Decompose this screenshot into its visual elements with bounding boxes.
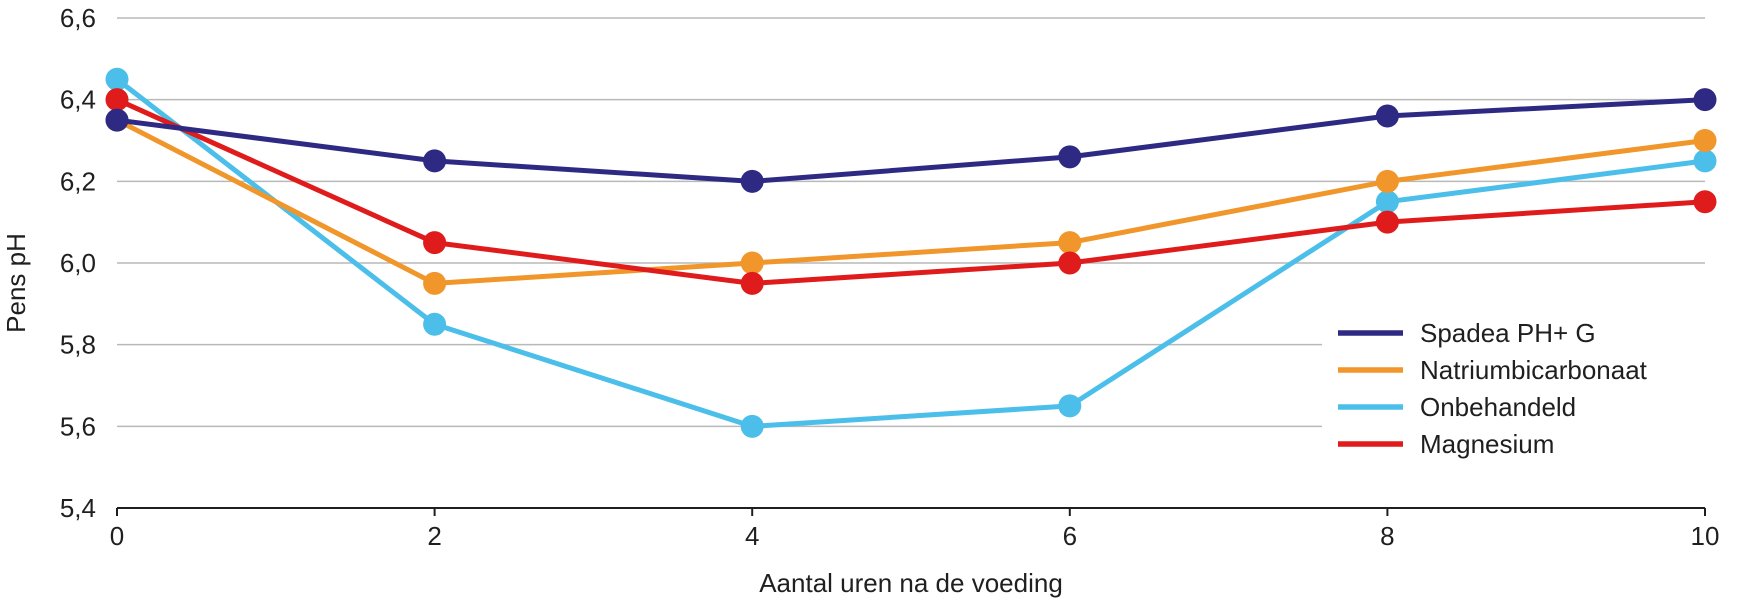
data-point (1375, 190, 1399, 214)
x-tick-label: 4 (745, 521, 759, 551)
legend-label: Magnesium (1420, 429, 1554, 459)
data-point (1375, 104, 1399, 128)
data-point (740, 414, 764, 438)
x-tick-label: 6 (1063, 521, 1077, 551)
legend: Spadea PH+ G Natriumbicarbonaat Onbehandel… (1322, 308, 1710, 466)
data-point (1693, 149, 1717, 173)
data-point (1058, 394, 1082, 418)
data-point (740, 169, 764, 193)
y-tick-label: 6,0 (60, 248, 96, 278)
x-tick-label: 8 (1380, 521, 1394, 551)
data-point (423, 312, 447, 336)
x-tick-label: 2 (427, 521, 441, 551)
series-spadea-ph-g (105, 88, 1717, 193)
x-axis-title: Aantal uren na de voeding (759, 568, 1063, 598)
data-point (740, 271, 764, 295)
series-line (116, 97, 1706, 184)
y-tick-label: 6,2 (60, 166, 96, 196)
x-tick-label: 10 (1691, 521, 1720, 551)
y-tick-label: 6,6 (60, 3, 96, 33)
legend-label: Spadea PH+ G (1420, 318, 1596, 348)
data-point (1693, 88, 1717, 112)
data-point (1375, 210, 1399, 234)
legend-label: Onbehandeld (1420, 392, 1576, 422)
series-line (115, 117, 1706, 286)
data-point (1375, 169, 1399, 193)
data-point (423, 271, 447, 295)
data-point (105, 67, 129, 91)
series-magnesium (105, 88, 1717, 295)
data-point (105, 88, 129, 112)
y-tick-label: 5,4 (60, 493, 96, 523)
data-point (423, 231, 447, 255)
series-lines (105, 67, 1717, 438)
y-tick-label: 6,4 (60, 85, 96, 115)
data-point (1058, 251, 1082, 275)
data-point (1058, 231, 1082, 255)
y-tick-label: 5,8 (60, 330, 96, 360)
y-tick-label: 5,6 (60, 411, 96, 441)
data-point (1058, 145, 1082, 169)
data-point (105, 108, 129, 132)
x-tick-label: 0 (110, 521, 124, 551)
data-point (1693, 129, 1717, 152)
series-line (115, 97, 1706, 286)
data-point (423, 149, 447, 173)
axes: 5,4 5,6 5,8 6,0 6,2 6,4 6,6 0 2 4 6 8 10 (60, 3, 1720, 551)
legend-label: Natriumbicarbonaat (1420, 355, 1648, 385)
series-natriumbicarbonaat (105, 108, 1717, 295)
data-point (1693, 190, 1717, 214)
y-axis-title: Pens pH (1, 233, 31, 333)
series-line (115, 77, 1706, 429)
data-point (740, 251, 764, 275)
series-onbehandeld (105, 67, 1717, 438)
